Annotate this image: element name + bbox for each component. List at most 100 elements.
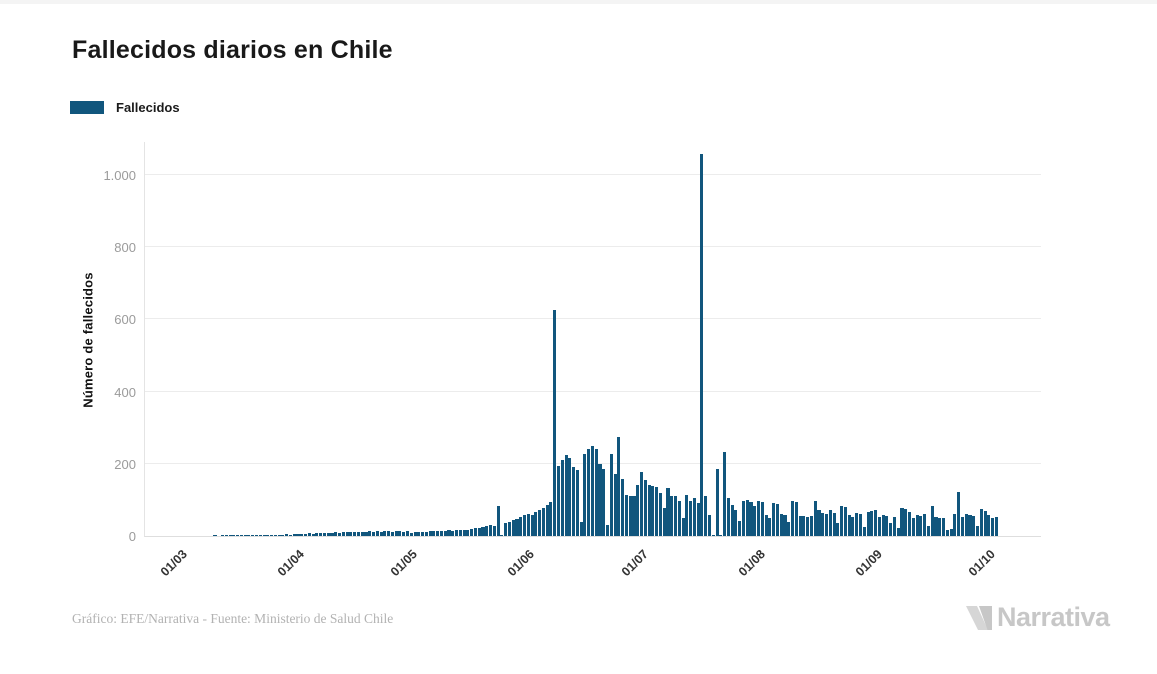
bar bbox=[368, 531, 372, 536]
legend-swatch bbox=[70, 101, 104, 114]
bar bbox=[311, 533, 315, 536]
bar bbox=[643, 479, 647, 536]
bar bbox=[402, 531, 406, 536]
bar bbox=[213, 535, 217, 536]
bar bbox=[677, 501, 681, 536]
bar bbox=[258, 534, 262, 536]
bar bbox=[485, 525, 489, 536]
bar bbox=[972, 516, 976, 536]
y-tick-label: 800 bbox=[114, 240, 136, 255]
bar bbox=[636, 485, 640, 536]
bar bbox=[696, 502, 700, 536]
bar bbox=[281, 534, 285, 536]
bar bbox=[594, 449, 598, 536]
bar bbox=[624, 495, 628, 536]
bar bbox=[791, 500, 795, 536]
bar bbox=[692, 498, 696, 536]
bar bbox=[617, 437, 621, 536]
gridline-1000 bbox=[145, 173, 1041, 175]
bar bbox=[651, 486, 655, 536]
bar bbox=[975, 526, 980, 536]
bar bbox=[658, 493, 662, 536]
bar bbox=[262, 535, 266, 536]
bar bbox=[681, 518, 685, 536]
bar bbox=[500, 534, 504, 536]
bar bbox=[987, 515, 991, 536]
bar bbox=[908, 511, 912, 536]
bar bbox=[881, 515, 885, 536]
bar bbox=[813, 500, 817, 536]
bar bbox=[228, 535, 232, 536]
bar bbox=[345, 532, 349, 536]
bar bbox=[220, 535, 225, 536]
x-tick-label: 01/04 bbox=[274, 547, 307, 580]
bar bbox=[473, 528, 477, 536]
bar bbox=[783, 515, 787, 536]
bar bbox=[511, 520, 515, 536]
bar bbox=[821, 512, 825, 536]
bar bbox=[307, 533, 311, 536]
bar bbox=[394, 530, 398, 536]
bar bbox=[504, 522, 508, 536]
bar bbox=[685, 495, 689, 536]
bar bbox=[341, 532, 345, 536]
bar bbox=[579, 521, 583, 536]
bar bbox=[451, 530, 455, 536]
bar bbox=[590, 446, 594, 536]
legend-label: Fallecidos bbox=[116, 100, 180, 115]
bar bbox=[723, 451, 727, 536]
bar bbox=[507, 521, 511, 536]
bar bbox=[628, 495, 632, 536]
bar bbox=[858, 513, 863, 536]
bar bbox=[583, 453, 587, 536]
bar bbox=[938, 517, 942, 536]
source-credit: Gráfico: EFE/Narrativa - Fuente: Ministe… bbox=[72, 611, 394, 626]
bar bbox=[889, 523, 893, 536]
bar bbox=[515, 519, 519, 536]
bar bbox=[832, 512, 836, 536]
y-tick-label: 400 bbox=[114, 384, 136, 400]
narrativa-logo: Narrativa bbox=[964, 602, 1110, 633]
bar bbox=[575, 469, 579, 536]
bar bbox=[749, 502, 753, 536]
bar bbox=[843, 507, 847, 536]
bar bbox=[489, 524, 493, 536]
bar bbox=[417, 532, 421, 536]
bar bbox=[707, 515, 712, 536]
bar bbox=[609, 454, 613, 536]
bar bbox=[885, 515, 889, 536]
bar bbox=[806, 517, 810, 536]
bar bbox=[632, 496, 636, 536]
x-tick-label: 01/03 bbox=[157, 547, 190, 580]
bar bbox=[477, 527, 481, 536]
bar bbox=[545, 505, 549, 536]
bar bbox=[443, 530, 447, 536]
bar bbox=[266, 534, 270, 536]
bar bbox=[828, 510, 832, 536]
bar bbox=[390, 531, 394, 536]
bar bbox=[764, 515, 768, 536]
bar bbox=[662, 508, 666, 536]
bar bbox=[923, 513, 927, 536]
bar bbox=[715, 469, 719, 536]
bar bbox=[534, 512, 538, 536]
bar bbox=[564, 455, 568, 536]
bar bbox=[915, 515, 919, 536]
bar bbox=[587, 449, 591, 536]
bar bbox=[375, 531, 379, 536]
bar bbox=[338, 532, 342, 536]
bar bbox=[379, 532, 383, 536]
gridline-600 bbox=[145, 318, 1041, 320]
bar bbox=[556, 466, 561, 536]
bar bbox=[911, 518, 915, 536]
bar bbox=[602, 468, 606, 536]
bar bbox=[526, 513, 530, 536]
bar bbox=[666, 488, 670, 536]
bar bbox=[251, 535, 255, 536]
bar bbox=[949, 529, 953, 536]
bar bbox=[560, 460, 564, 536]
bar bbox=[292, 533, 296, 536]
bar bbox=[304, 533, 308, 536]
y-tick-label: 200 bbox=[114, 456, 136, 472]
bar bbox=[322, 533, 326, 536]
